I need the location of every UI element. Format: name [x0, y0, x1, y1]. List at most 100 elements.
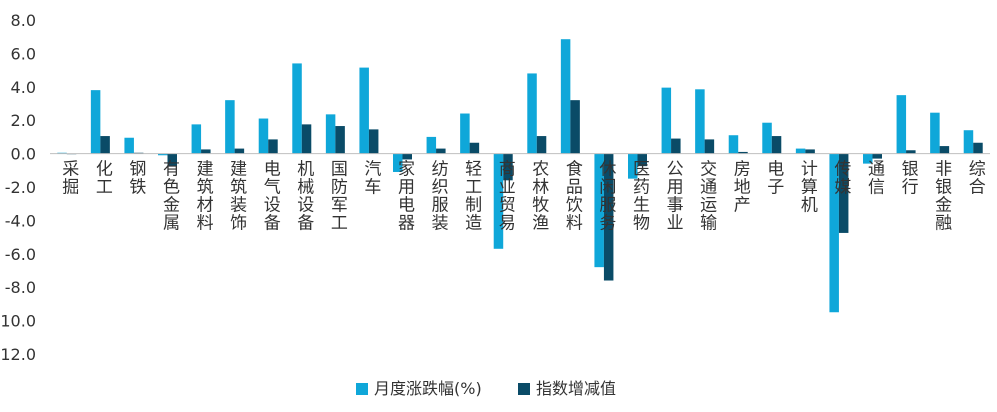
bar-index-change — [201, 149, 211, 154]
category-label: 计算机 — [801, 160, 818, 216]
bar-monthly-change — [527, 73, 537, 154]
legend-label: 指数增减值 — [536, 379, 616, 398]
y-tick-label: -8.0 — [5, 278, 36, 297]
legend-swatch — [356, 383, 368, 395]
bar-monthly-change — [258, 118, 269, 154]
bar-index-change — [402, 153, 412, 160]
y-tick-label: 8.0 — [11, 11, 36, 30]
category-label: 钢铁 — [129, 160, 146, 198]
y-tick-label: -10.0 — [0, 312, 36, 331]
bar-index-change — [771, 136, 782, 154]
legend-label: 月度涨跌幅(%) — [374, 379, 482, 398]
bar-monthly-change — [863, 153, 873, 164]
bar-index-change — [503, 153, 513, 181]
bars — [57, 39, 983, 313]
bar-monthly-change — [191, 124, 202, 154]
bar-index-change — [939, 146, 950, 154]
bar-monthly-change — [628, 153, 638, 179]
category-label: 休闲服务 — [599, 160, 616, 234]
bar-index-change — [469, 142, 480, 154]
bar-index-change — [872, 153, 882, 159]
y-tick-label: 6.0 — [11, 44, 36, 63]
bar-index-change — [536, 136, 547, 154]
bar-monthly-change — [728, 135, 739, 154]
bar-monthly-change — [124, 137, 134, 154]
category-label: 商业贸易 — [499, 160, 516, 234]
bar-monthly-change — [795, 148, 806, 154]
y-tick-label: 4.0 — [11, 78, 36, 97]
bar-monthly-change — [493, 153, 504, 249]
category-label: 家用电器 — [398, 160, 415, 234]
bar-monthly-change — [594, 153, 604, 268]
bar-index-change — [167, 153, 177, 167]
category-label: 建筑装饰 — [230, 160, 247, 234]
category-label: 电气设备 — [264, 160, 281, 234]
bar-index-change — [301, 124, 312, 154]
bar-monthly-change — [896, 95, 907, 154]
y-tick-label: 0.0 — [11, 145, 36, 164]
bar-index-change — [805, 149, 815, 154]
bar-monthly-change — [426, 136, 437, 154]
y-tick-label: 2.0 — [11, 111, 36, 130]
bar-index-change — [973, 142, 983, 154]
bar-index-change — [268, 139, 278, 154]
bar-index-change — [671, 138, 681, 154]
bar-index-change — [738, 151, 748, 154]
y-tick-label: -2.0 — [5, 178, 36, 197]
bar-index-change — [335, 126, 345, 154]
y-tick-label: -4.0 — [5, 211, 36, 230]
bar-monthly-change — [292, 63, 302, 154]
category-label: 非银金融 — [935, 160, 952, 234]
legend-swatch — [518, 383, 530, 395]
y-tick-label: -12.0 — [0, 345, 36, 364]
category-label: 公用事业 — [667, 160, 684, 234]
bar-monthly-change — [90, 90, 101, 154]
category-label: 汽车 — [364, 160, 381, 198]
bar-index-change — [704, 139, 715, 154]
bar-monthly-change — [158, 153, 168, 156]
category-labels: 采掘化工钢铁有色金属建筑材料建筑装饰电气设备机械设备国防军工汽车家用电器纺织服装… — [62, 160, 985, 234]
bar-index-change — [234, 148, 245, 154]
bar-index-change — [100, 136, 110, 154]
bar-monthly-change — [930, 112, 940, 154]
category-label: 医药生物 — [633, 160, 650, 234]
category-label: 机械设备 — [297, 160, 314, 234]
category-label: 轻工制造 — [465, 160, 482, 234]
category-label: 纺织服装 — [432, 160, 449, 234]
category-label: 电子 — [767, 160, 784, 198]
category-label: 综合 — [969, 160, 986, 198]
category-label: 采掘 — [62, 160, 79, 198]
category-label: 食品饮料 — [566, 160, 583, 234]
bar-monthly-change — [325, 114, 336, 154]
category-label: 银行 — [902, 160, 919, 198]
bar-index-change — [637, 153, 647, 167]
category-label: 通信 — [868, 160, 885, 198]
bar-index-change — [838, 153, 849, 233]
bar-monthly-change — [225, 100, 235, 154]
bar-index-change — [906, 150, 916, 154]
category-label: 国防军工 — [331, 160, 348, 234]
bar-monthly-change — [963, 130, 974, 154]
bar-index-change — [368, 129, 379, 154]
bar-monthly-change — [829, 153, 839, 313]
bar-monthly-change — [695, 89, 705, 154]
bar-monthly-change — [661, 87, 672, 154]
category-label: 农林牧渔 — [532, 160, 549, 234]
category-label: 建筑材料 — [197, 160, 214, 234]
category-label: 有色金属 — [163, 160, 180, 234]
bar-index-change — [570, 100, 580, 154]
bar-index-change — [436, 148, 446, 154]
y-tick-label: -6.0 — [5, 245, 36, 264]
bar-monthly-change — [460, 113, 470, 154]
bar-monthly-change — [359, 67, 369, 154]
bar-monthly-change — [762, 122, 772, 154]
category-label: 交通运输 — [700, 160, 717, 234]
bar-index-change — [603, 153, 614, 281]
legend: 月度涨跌幅(%) 指数增减值 — [356, 379, 616, 398]
bar-monthly-change — [560, 39, 571, 154]
y-axis: 8.0 6.0 4.0 2.0 0.0 -2.0 -4.0 -6.0 -8.0 -10.0 -12.… — [0, 11, 36, 364]
category-label: 房地产 — [734, 160, 751, 216]
category-label: 传媒 — [834, 160, 851, 198]
bar-monthly-change — [393, 153, 403, 172]
